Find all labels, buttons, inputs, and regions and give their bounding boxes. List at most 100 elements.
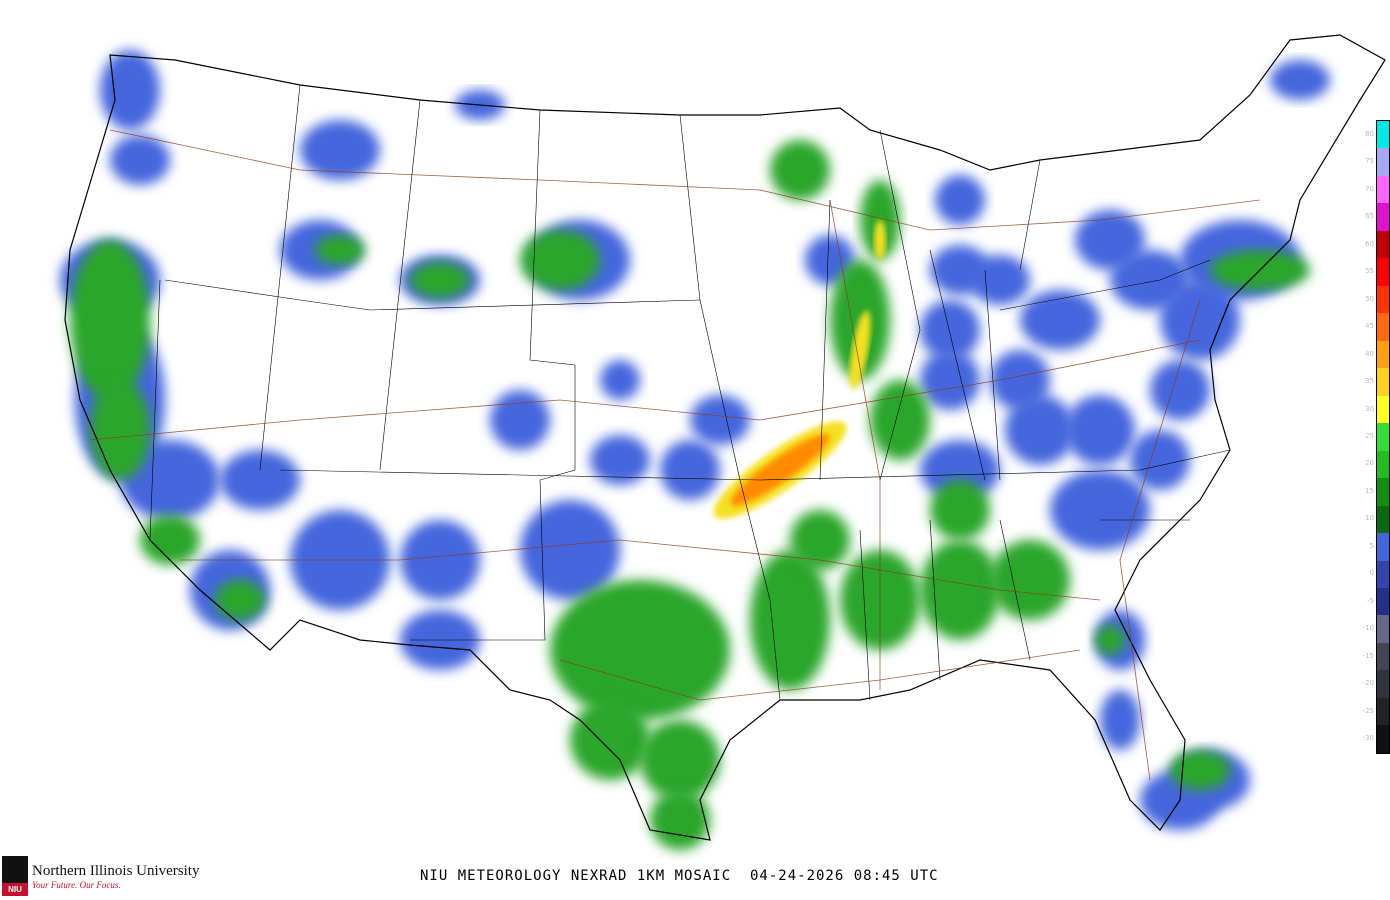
radar-echo — [870, 380, 930, 460]
radar-echo — [990, 540, 1070, 620]
legend-tick-label: 55 — [1365, 267, 1374, 276]
legend-swatch — [1377, 642, 1389, 671]
radar-echo — [920, 540, 1000, 640]
legend-swatch — [1377, 258, 1389, 286]
legend-swatch — [1377, 203, 1389, 231]
niu-seal-icon: NIU — [2, 856, 28, 896]
legend-swatch — [1377, 615, 1389, 643]
legend-swatch — [1377, 340, 1389, 369]
legend-tick-label: 35 — [1365, 377, 1374, 386]
radar-echo — [1100, 690, 1140, 750]
radar-echo — [110, 135, 170, 185]
radar-echo — [90, 380, 150, 480]
legend-tick-label: 60 — [1365, 239, 1374, 248]
radar-echo — [140, 515, 200, 565]
radar-echo — [100, 50, 160, 130]
radar-echo — [1170, 750, 1230, 790]
radar-echo — [874, 220, 886, 260]
radar-echo — [1270, 60, 1330, 100]
radar-echo — [120, 440, 220, 520]
legend-swatch — [1377, 230, 1389, 259]
legend-swatch — [1377, 368, 1389, 396]
radar-echo — [1160, 280, 1240, 360]
legend-tick-label: 80 — [1365, 129, 1374, 138]
university-tagline: Your Future. Our Focus. — [32, 880, 121, 890]
legend-tick-label: 75 — [1365, 157, 1374, 166]
radar-echo — [570, 700, 650, 780]
radar-echo — [1095, 625, 1125, 655]
legend-tick-label: -25 — [1362, 706, 1374, 715]
legend-swatch — [1377, 175, 1389, 204]
legend-swatch — [1377, 478, 1389, 506]
reflectivity-legend — [1376, 120, 1390, 754]
legend-tick-label: -20 — [1362, 679, 1374, 688]
radar-echo — [770, 140, 830, 200]
radar-echo — [520, 230, 600, 290]
radar-echo — [490, 390, 550, 450]
radar-echo — [920, 350, 980, 410]
radar-echo — [215, 580, 265, 620]
radar-echo — [790, 510, 850, 570]
legend-tick-label: 30 — [1365, 404, 1374, 413]
legend-swatch — [1377, 505, 1389, 534]
radar-echo — [70, 240, 150, 400]
legend-tick-label: 70 — [1365, 184, 1374, 193]
legend-ticks: 80 75 70 65 60 55 50 45 40 35 30 25 20 15 10 5 0 -5 -10 -15… — [1358, 120, 1376, 752]
radar-echo — [1005, 395, 1075, 465]
legend-tick-label: 45 — [1365, 322, 1374, 331]
legend-tick-label: 50 — [1365, 294, 1374, 303]
legend-tick-label: 65 — [1365, 212, 1374, 221]
us-outline — [64, 34, 1386, 841]
radar-echo — [920, 300, 980, 360]
legend-swatch — [1377, 560, 1389, 588]
radar-echo — [920, 440, 1000, 500]
radar-echo — [590, 435, 650, 485]
radar-echo — [930, 480, 990, 540]
radar-echo — [660, 440, 720, 500]
radar-echo — [1150, 360, 1210, 420]
legend-swatch — [1377, 587, 1389, 616]
state-borders — [149, 84, 1231, 701]
radar-echo — [1065, 395, 1135, 465]
map-title: NIU METEOROLOGY NEXRAD 1KM MOSAIC 04-24-… — [420, 868, 939, 884]
legend-tick-label: -10 — [1362, 624, 1374, 633]
radar-echo — [730, 434, 830, 506]
radar-echo — [640, 720, 720, 800]
radar-echo — [970, 255, 1030, 305]
radar-echo — [750, 550, 830, 690]
radar-echo — [849, 310, 871, 390]
legend-swatch — [1377, 423, 1389, 451]
university-name: Northern Illinois University — [32, 863, 200, 879]
legend-tick-label: 40 — [1365, 349, 1374, 358]
legend-tick-label: 0 — [1369, 569, 1374, 578]
legend-tick-label: 10 — [1365, 514, 1374, 523]
radar-echo — [650, 790, 710, 850]
legend-tick-label: 25 — [1365, 432, 1374, 440]
radar-echo — [600, 360, 640, 400]
radar-echo — [520, 500, 620, 600]
radar-echo — [1130, 430, 1190, 490]
radar-echo — [315, 235, 365, 265]
radar-echo — [410, 262, 470, 298]
legend-tick-label: -30 — [1362, 734, 1374, 743]
radar-echo — [1020, 290, 1100, 350]
radar-echo — [400, 520, 480, 600]
legend-tick-label: -5 — [1367, 596, 1374, 605]
radar-echo — [990, 350, 1050, 410]
niu-logo: NIU Northern Illinois University Your Fu… — [2, 856, 199, 896]
legend-tick-label: 5 — [1369, 541, 1374, 550]
radar-echo — [690, 395, 750, 445]
legend-swatch — [1377, 450, 1389, 479]
legend-tick-label: 20 — [1365, 459, 1374, 468]
radar-echo — [935, 175, 985, 225]
radar-echo — [1075, 210, 1145, 270]
legend-swatch — [1377, 395, 1389, 424]
legend-tick-label: 15 — [1365, 486, 1374, 495]
radar-echo — [550, 580, 730, 720]
legend-swatch — [1377, 313, 1389, 341]
radar-echo — [300, 120, 380, 180]
radar-echo — [220, 450, 300, 510]
legend-swatch — [1377, 533, 1389, 561]
interstate-highways — [89, 129, 1261, 781]
